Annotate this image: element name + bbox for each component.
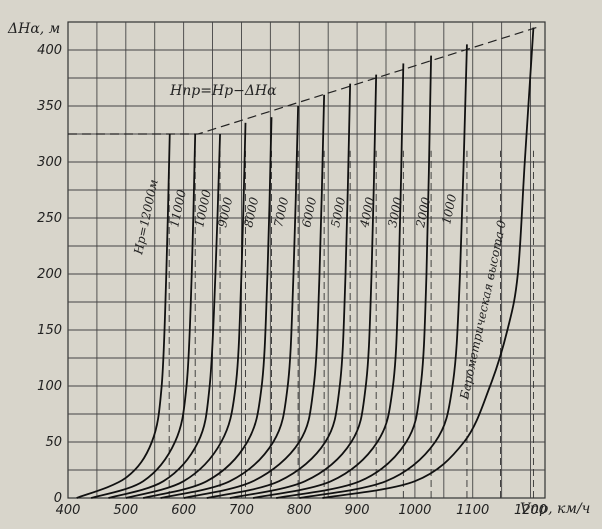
curve-label: 6000: [299, 195, 319, 228]
curve-3: [125, 122, 247, 499]
x-tick-label: 600: [171, 503, 196, 518]
curve-label: 9000: [215, 195, 235, 228]
curve-label: 3000: [385, 195, 405, 228]
y-tick-label: 200: [37, 267, 62, 282]
curve-10: [275, 55, 432, 499]
x-axis-title: Vпр, км/ч: [520, 501, 590, 517]
curve-label: 1000: [439, 192, 459, 225]
curve-label: 2000: [413, 195, 433, 229]
x-tick-label: 500: [113, 503, 138, 518]
curve-11: [299, 44, 468, 499]
y-tick-label: 300: [37, 155, 62, 170]
vertical-dashed-lines: [168, 150, 534, 498]
y-tick-label: 250: [37, 211, 62, 226]
y-tick-label: 100: [37, 379, 62, 394]
y-tick-label: 350: [37, 99, 62, 114]
y-tick-label: 400: [37, 43, 62, 58]
plot-frame: [67, 21, 546, 499]
y-axis-title: ΔHα, м: [7, 21, 60, 37]
limit-line-label: Hпр=Hр−ΔHα: [169, 83, 277, 99]
curve-4: [142, 117, 273, 499]
y-tick-label: 50: [45, 435, 62, 450]
x-tick-label: 900: [345, 503, 370, 518]
x-tick-label: 800: [287, 503, 312, 518]
x-tick-label: 400: [56, 503, 81, 518]
curve-6: [183, 94, 326, 499]
curve-label: 4000: [357, 195, 377, 229]
x-tick-label: 1200: [514, 503, 547, 518]
curve-label: 5000: [328, 195, 348, 228]
curve-2: [108, 133, 221, 499]
curve-label: 8000: [241, 195, 261, 228]
limit-line-group: [68, 27, 537, 135]
limit-dashed-line: [68, 27, 537, 135]
curve-1: [90, 133, 197, 499]
y-tick-label: 0: [54, 491, 62, 506]
curve-7: [206, 83, 352, 499]
curve-0: [76, 133, 171, 499]
x-tick-label: 700: [229, 503, 254, 518]
curve-9: [252, 63, 405, 499]
curves: [76, 27, 535, 499]
x-tick-label: 1100: [456, 503, 489, 518]
x-tick-label: 1000: [398, 503, 431, 518]
tick-labels: 400 500 600 700 800 900 1000 1100 1200 0 50 100 150 2…: [37, 43, 547, 518]
curve-5: [160, 105, 300, 499]
y-tick-label: 150: [37, 323, 62, 338]
grid: [67, 21, 546, 499]
curve-label: 7000: [271, 195, 291, 228]
curve-8: [229, 74, 378, 499]
curve-12: [322, 27, 535, 499]
